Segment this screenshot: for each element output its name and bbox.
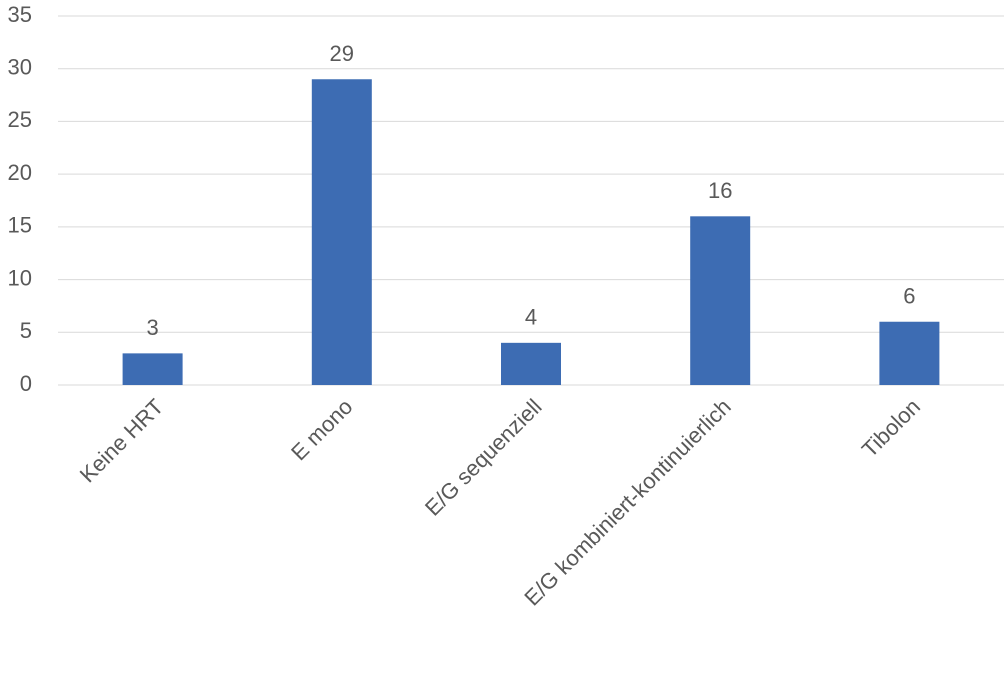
data-label: 3 [146,315,158,340]
x-tick-label: Keine HRT [75,394,168,487]
y-tick-label: 35 [8,2,32,27]
data-label: 4 [525,305,537,330]
data-label: 16 [708,178,732,203]
y-tick-label: 0 [20,371,32,396]
x-tick-label: E mono [286,394,357,465]
bar [690,216,751,385]
y-tick-label: 5 [20,318,32,343]
x-tick-label: E/G kombiniert-kontinuierlich [519,394,736,611]
y-tick-label: 15 [8,213,32,238]
bar [311,79,372,385]
y-tick-label: 10 [8,265,32,290]
bar [122,353,183,385]
data-label: 29 [330,41,354,66]
bar [501,342,561,385]
y-tick-label: 30 [8,55,32,80]
data-label: 6 [903,284,915,309]
x-tick-label: E/G sequenziell [420,394,547,521]
y-tick-label: 20 [8,160,32,185]
y-tick-label: 25 [8,107,32,132]
x-tick-label: Tibolon [857,394,925,462]
bar [879,321,940,385]
